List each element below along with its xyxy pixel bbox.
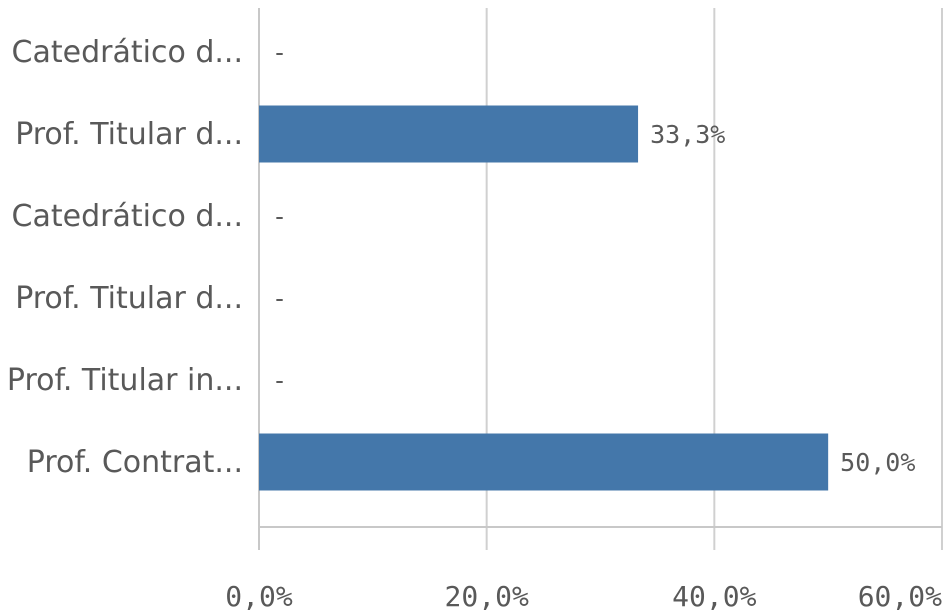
category-label: Prof. Titular d... (15, 117, 243, 152)
x-tick-label: 0,0% (225, 580, 293, 613)
data-label: - (272, 366, 287, 395)
bar (259, 105, 639, 163)
data-label: - (272, 38, 287, 67)
data-label: - (272, 284, 287, 313)
bars (259, 105, 829, 491)
x-tick-label: 60,0% (858, 580, 942, 613)
category-label: Prof. Titular in... (7, 363, 243, 398)
data-label: - (272, 202, 287, 231)
labels: 0,0% 20,0% 40,0% 60,0%Catedrático d... -Prof… (7, 35, 942, 613)
category-label: Catedrático d... (12, 35, 243, 70)
category-label: Prof. Titular d... (15, 281, 243, 316)
x-tick-label: 40,0% (672, 580, 756, 613)
bar (259, 433, 829, 491)
data-label: 33,3% (650, 120, 725, 149)
x-tick-label: 20,0% (445, 580, 529, 613)
category-label: Prof. Contrat... (27, 445, 243, 480)
data-label: 50,0% (840, 448, 915, 477)
category-label: Catedrático d... (12, 199, 243, 234)
